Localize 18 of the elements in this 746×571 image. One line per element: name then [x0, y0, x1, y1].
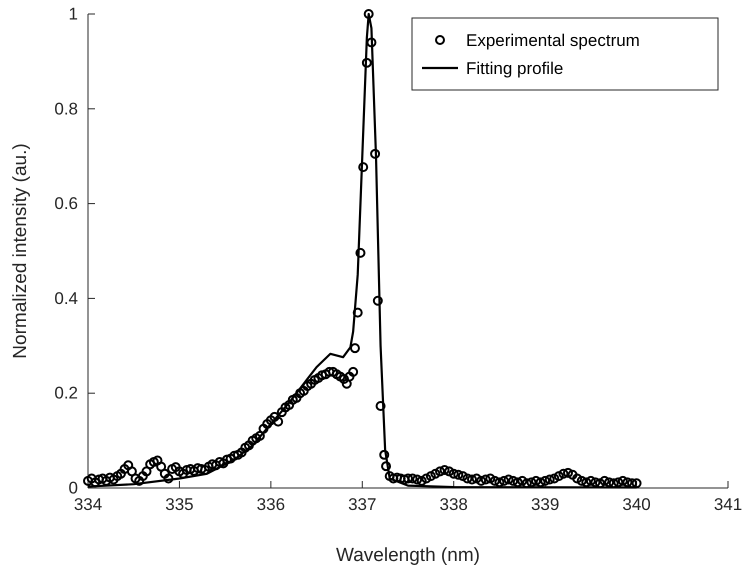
y-tick-label: 0.4: [54, 288, 78, 308]
x-tick-label: 336: [256, 495, 286, 514]
x-axis-title: Wavelength (nm): [336, 545, 480, 566]
x-tick-label: 339: [530, 495, 560, 514]
x-tick-label: 341: [714, 495, 742, 514]
y-tick-label: 0.2: [54, 384, 78, 403]
y-tick-label: 0.6: [54, 194, 78, 214]
x-tick-label: 340: [622, 495, 651, 514]
y-tick-label: 1: [68, 4, 78, 24]
x-tick-label: 335: [165, 495, 194, 514]
legend-label: Experimental spectrum: [466, 31, 640, 50]
x-tick-label: 337: [348, 495, 376, 514]
y-tick-label: 0: [68, 478, 78, 498]
x-tick-label: 334: [74, 495, 102, 514]
y-axis-title: Normalized intensity (au.): [10, 143, 31, 359]
legend-label: Fitting profile: [466, 59, 564, 78]
y-tick-label: 0.8: [54, 99, 78, 118]
x-tick-label: 338: [440, 495, 468, 514]
